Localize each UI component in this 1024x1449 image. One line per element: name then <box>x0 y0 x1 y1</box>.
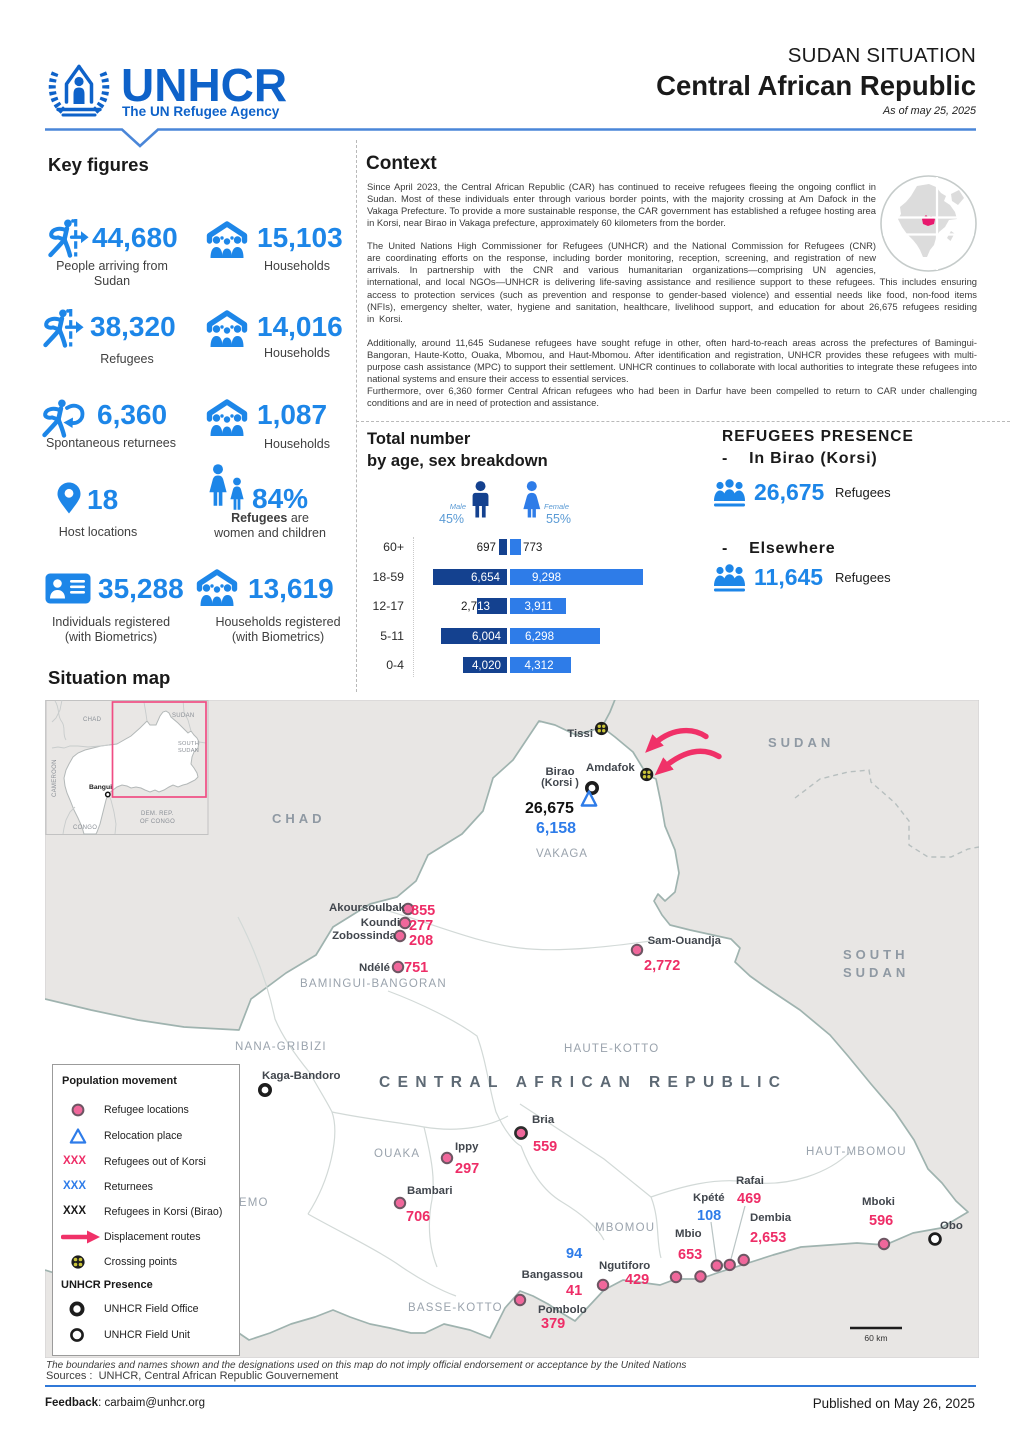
svg-text:Obo: Obo <box>940 1220 963 1232</box>
svg-text:653: 653 <box>678 1247 702 1263</box>
svg-text:706: 706 <box>406 1209 430 1225</box>
svg-text:OUAKA: OUAKA <box>374 1148 420 1160</box>
svg-text:VAKAGA: VAKAGA <box>536 848 588 860</box>
svg-text:NANA-GRIBIZI: NANA-GRIBIZI <box>235 1041 327 1053</box>
svg-text:SUDAN: SUDAN <box>843 965 909 980</box>
svg-text:Mboki: Mboki <box>862 1196 895 1208</box>
svg-text:HAUT-MBOMOU: HAUT-MBOMOU <box>806 1146 907 1158</box>
svg-text:Amdafok: Amdafok <box>586 762 635 774</box>
svg-text:Bria: Bria <box>532 1114 555 1126</box>
svg-text:SUDAN: SUDAN <box>768 735 834 750</box>
svg-text:CHAD: CHAD <box>83 717 102 723</box>
svg-text:BASSE-KOTTO: BASSE-KOTTO <box>408 1302 503 1314</box>
svg-text:Sam-Ouandja: Sam-Ouandja <box>648 935 722 947</box>
svg-text:379: 379 <box>541 1316 565 1332</box>
svg-text:Zobossinda: Zobossinda <box>332 930 397 942</box>
svg-text:596: 596 <box>869 1213 893 1229</box>
svg-text:UNHCR: UNHCR <box>121 59 287 111</box>
svg-text:2,653: 2,653 <box>750 1230 786 1246</box>
svg-text:Koundi: Koundi <box>361 917 400 929</box>
svg-text:Ngutiforo: Ngutiforo <box>599 1260 650 1272</box>
svg-text:855: 855 <box>411 903 435 919</box>
svg-text:DEM. REP.: DEM. REP. <box>141 811 174 817</box>
svg-text:208: 208 <box>409 933 433 949</box>
svg-text:The UN Refugee Agency: The UN Refugee Agency <box>122 104 280 119</box>
svg-text:Mbio: Mbio <box>675 1228 702 1240</box>
svg-text:Ippy: Ippy <box>455 1141 479 1153</box>
svg-text:6,158: 6,158 <box>536 820 576 837</box>
svg-text:Akoursoulbak: Akoursoulbak <box>329 902 406 914</box>
svg-text:277: 277 <box>409 918 433 934</box>
svg-text:CAMEROON: CAMEROON <box>52 759 58 797</box>
svg-text:CONGO: CONGO <box>73 825 97 831</box>
svg-text:26,675: 26,675 <box>525 800 574 817</box>
svg-text:751: 751 <box>404 960 428 976</box>
svg-text:41: 41 <box>566 1283 582 1299</box>
svg-text:2,772: 2,772 <box>644 958 680 974</box>
svg-text:60 km: 60 km <box>864 1333 887 1343</box>
svg-text:MBOMOU: MBOMOU <box>595 1222 655 1234</box>
svg-text:Dembia: Dembia <box>750 1212 792 1224</box>
svg-text:Pombolo: Pombolo <box>538 1304 587 1316</box>
svg-text:CHAD: CHAD <box>272 811 326 826</box>
svg-text:SOUTH: SOUTH <box>843 947 909 962</box>
svg-text:HAUTE-KOTTO: HAUTE-KOTTO <box>564 1043 659 1055</box>
svg-text:108: 108 <box>697 1208 721 1224</box>
svg-text:Bangassou: Bangassou <box>522 1269 583 1281</box>
svg-text:OF CONGO: OF CONGO <box>140 819 175 825</box>
svg-text:Bambari: Bambari <box>407 1185 453 1197</box>
svg-text:SUDAN: SUDAN <box>172 713 195 719</box>
svg-text:Ndélé: Ndélé <box>359 962 390 974</box>
svg-text:559: 559 <box>533 1139 557 1155</box>
svg-text:CENTRAL AFRICAN REPUBLIC: CENTRAL AFRICAN REPUBLIC <box>379 1074 787 1091</box>
svg-text:Kpété: Kpété <box>693 1192 725 1204</box>
svg-text:Birao: Birao <box>545 766 574 778</box>
svg-text:SOUTH: SOUTH <box>178 741 199 747</box>
svg-text:BAMINGUI-BANGORAN: BAMINGUI-BANGORAN <box>300 978 447 990</box>
svg-text:(Korsi ): (Korsi ) <box>541 777 579 789</box>
svg-text:Tissi: Tissi <box>567 728 593 740</box>
svg-text:94: 94 <box>566 1246 582 1262</box>
svg-text:Kaga-Bandoro: Kaga-Bandoro <box>262 1070 341 1082</box>
svg-text:Rafai: Rafai <box>736 1175 764 1187</box>
svg-text:Bangui: Bangui <box>89 784 112 791</box>
svg-text:297: 297 <box>455 1161 479 1177</box>
svg-text:429: 429 <box>625 1272 649 1288</box>
svg-text:SUDAN: SUDAN <box>178 748 199 754</box>
svg-text:469: 469 <box>737 1191 761 1207</box>
